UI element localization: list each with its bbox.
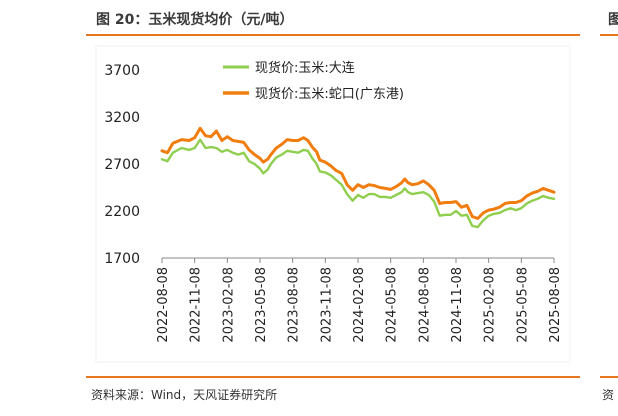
x-tick-label: 2023-02-08 (221, 267, 236, 343)
x-tick-label: 2022-08-08 (156, 267, 171, 343)
footer-divider (86, 376, 580, 378)
x-axis: 2022-08-08 2022-11-08 2023-02-08 2023-05-08… (156, 257, 563, 343)
plot-frame (95, 45, 571, 363)
legend-label-dalian: 现货价:玉米:大连 (255, 60, 355, 76)
series-lines (160, 126, 556, 229)
next-source-fragment: 资 (602, 388, 615, 402)
series-line-shekou (160, 126, 556, 220)
title-divider (86, 34, 580, 36)
x-tick-label: 2024-11-08 (450, 267, 465, 343)
legend-label-shekou: 现货价:玉米:蛇口(广东港) (255, 86, 404, 102)
y-tick-label: 3700 (104, 63, 140, 79)
x-tick-label: 2025-08-08 (548, 267, 563, 343)
x-tick-label: 2022-11-08 (189, 267, 204, 343)
series-line-dalian (160, 138, 556, 229)
x-tick-label: 2025-02-08 (483, 267, 498, 343)
next-figure-title-fragment: 图 (608, 12, 618, 28)
footer-divider-right (600, 376, 618, 378)
x-tick-label: 2023-11-08 (319, 267, 334, 343)
x-tick-label: 2023-05-08 (254, 267, 269, 343)
y-axis: 1700 2200 2700 3200 3700 (104, 63, 140, 267)
title-divider-right (600, 34, 618, 36)
chart-title: 图 20：玉米现货均价（元/吨） (96, 12, 294, 28)
source-note: 资料来源：Wind，天风证券研究所 (91, 388, 278, 402)
y-tick-label: 2200 (104, 204, 140, 220)
x-tick-label: 2025-05-08 (515, 267, 530, 343)
x-tick-label: 2024-08-08 (417, 267, 432, 343)
y-tick-label: 3200 (104, 110, 140, 126)
x-tick-label: 2024-02-08 (352, 267, 367, 343)
y-tick-label: 2700 (104, 157, 140, 173)
x-tick-label: 2023-08-08 (287, 267, 302, 343)
y-tick-label: 1700 (104, 251, 140, 267)
x-tick-label: 2024-05-08 (385, 267, 400, 343)
